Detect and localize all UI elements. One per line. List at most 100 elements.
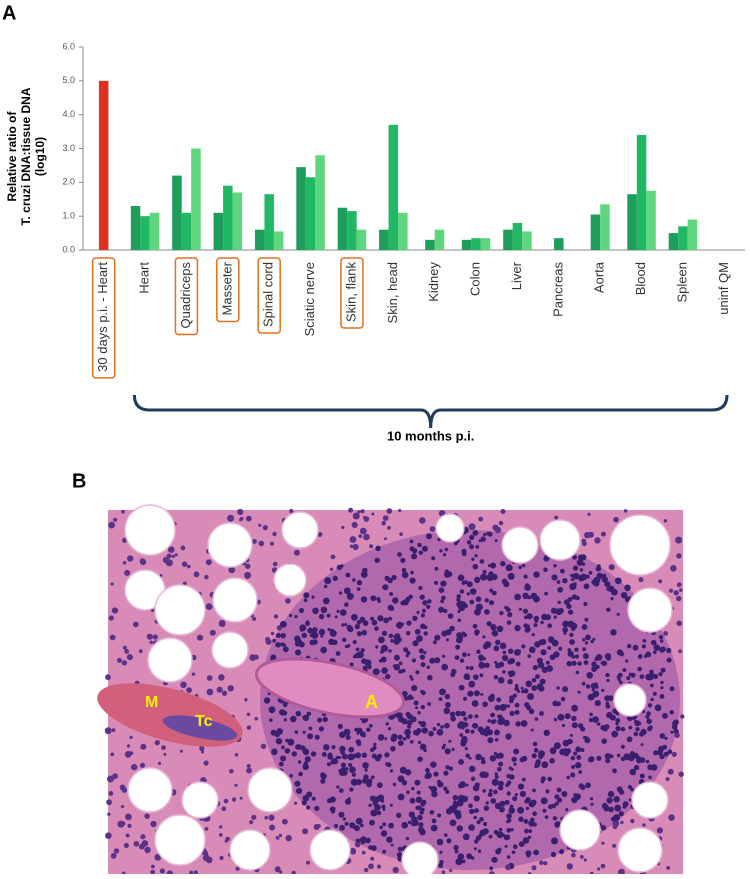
y-tick-label: 5.0	[62, 75, 75, 85]
bar	[388, 124, 399, 250]
nucleus	[298, 771, 303, 777]
bar	[687, 219, 698, 250]
nucleus	[418, 648, 424, 654]
nucleus	[449, 711, 456, 717]
nucleus	[113, 848, 120, 854]
nucleus	[678, 771, 684, 777]
nucleus	[397, 552, 402, 557]
bar	[480, 238, 491, 250]
nucleus	[570, 755, 576, 761]
y-tick-label: 0.0	[62, 244, 75, 254]
nucleus	[505, 733, 512, 740]
nucleus	[350, 848, 357, 855]
nucleus	[605, 758, 611, 764]
nucleus	[221, 806, 227, 811]
nucleus	[449, 625, 455, 632]
nucleus	[491, 590, 497, 596]
nucleus	[487, 792, 493, 797]
nucleus	[368, 863, 374, 870]
nucleus	[580, 726, 586, 732]
nucleus	[498, 827, 503, 832]
nucleus	[553, 615, 557, 619]
nucleus	[579, 855, 584, 859]
nucleus	[440, 725, 444, 729]
nucleus	[509, 804, 514, 809]
nucleus	[616, 649, 623, 656]
nucleus	[200, 750, 205, 754]
nucleus	[340, 762, 346, 768]
nucleus	[543, 567, 548, 573]
nucleus	[623, 509, 628, 513]
fat-cell	[124, 504, 176, 556]
bracket-label: 10 months p.i.	[387, 428, 474, 443]
nucleus	[377, 615, 384, 622]
nucleus	[401, 571, 409, 579]
nucleus	[480, 536, 486, 542]
nucleus	[429, 810, 435, 815]
nucleus	[665, 777, 670, 782]
nucleus	[352, 615, 357, 621]
nucleus	[374, 626, 379, 631]
nucleus	[456, 825, 463, 832]
nucleus	[284, 748, 291, 754]
nucleus	[469, 534, 475, 541]
nucleus	[519, 790, 527, 798]
nucleus	[645, 673, 652, 681]
nucleus	[480, 573, 488, 581]
nucleus	[390, 639, 394, 643]
nucleus	[144, 813, 150, 819]
nucleus	[514, 593, 521, 601]
nucleus	[380, 830, 388, 837]
nucleus	[249, 654, 256, 661]
bar	[264, 194, 274, 250]
nucleus	[334, 615, 338, 619]
nucleus	[410, 677, 414, 681]
nucleus	[472, 722, 479, 729]
bar	[98, 80, 109, 250]
nucleus	[658, 672, 663, 677]
nucleus	[654, 704, 662, 712]
nucleus	[436, 729, 444, 736]
nucleus	[531, 685, 538, 691]
nucleus	[108, 521, 115, 529]
nucleus	[539, 711, 544, 716]
nucleus	[520, 686, 524, 690]
nucleus	[275, 642, 281, 648]
nucleus	[544, 591, 548, 596]
nucleus	[663, 631, 669, 636]
nucleus	[163, 752, 167, 756]
nucleus	[352, 512, 360, 520]
nucleus	[484, 609, 490, 615]
nucleus	[520, 720, 528, 727]
nucleus	[391, 574, 397, 581]
nucleus	[639, 757, 646, 763]
nucleus	[465, 666, 470, 670]
nucleus	[289, 508, 294, 514]
nucleus	[489, 588, 494, 593]
nucleus	[528, 800, 536, 808]
nucleus	[146, 633, 153, 640]
nucleus	[409, 546, 415, 552]
nucleus	[666, 866, 671, 870]
nucleus	[540, 797, 548, 805]
nucleus	[489, 755, 497, 762]
nucleus	[528, 708, 535, 715]
nucleus	[641, 644, 646, 649]
fat-cell	[401, 841, 439, 879]
fat-cell	[154, 584, 206, 636]
nucleus	[652, 691, 657, 696]
nucleus	[339, 788, 344, 793]
nucleus	[498, 716, 505, 724]
nucleus	[499, 610, 504, 616]
nucleus	[494, 772, 498, 776]
nucleus	[410, 716, 417, 723]
nucleus	[401, 568, 407, 573]
nucleus	[673, 590, 679, 596]
nucleus	[421, 727, 428, 734]
nucleus	[397, 740, 404, 746]
nucleus	[402, 737, 407, 741]
nucleus	[356, 727, 363, 734]
nucleus	[491, 856, 498, 863]
nucleus	[390, 745, 396, 752]
nucleus	[338, 591, 343, 595]
